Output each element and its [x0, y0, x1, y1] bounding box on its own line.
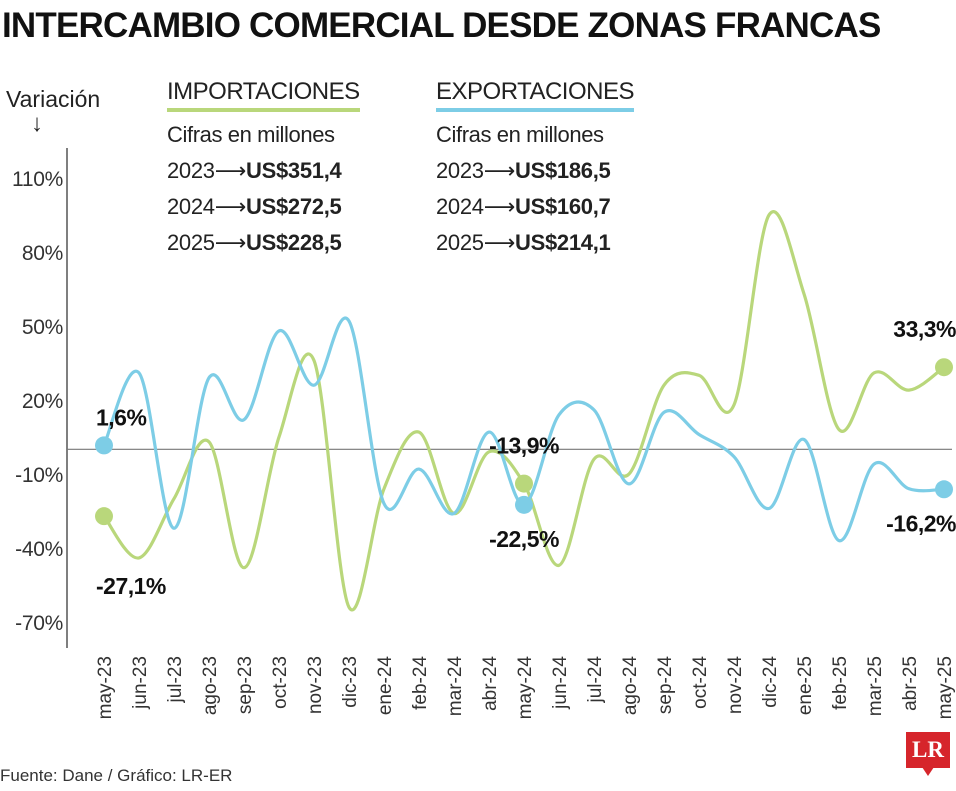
x-tick-label: nov-24 [725, 656, 746, 715]
y-tick-label: 110% [12, 168, 63, 191]
data-point-importaciones [935, 358, 953, 377]
data-point-importaciones [515, 474, 533, 493]
x-tick-label: oct-24 [690, 656, 711, 709]
y-tick-label: -40% [15, 538, 63, 561]
legend-value: US$228,5 [246, 230, 342, 255]
legend-year: 2024 [436, 194, 484, 219]
legend-year: 2023 [436, 158, 484, 183]
x-tick-label: dic-24 [760, 656, 781, 708]
legend-year: 2024 [167, 194, 215, 219]
chart-title: INTERCAMBIO COMERCIAL DESDE ZONAS FRANCA… [2, 6, 881, 45]
legend-exports-row: 2023⟶US$186,5 [436, 158, 634, 184]
data-label: 33,3% [893, 316, 956, 342]
legend-year: 2023 [167, 158, 215, 183]
arrow-right-icon: ⟶ [483, 158, 516, 183]
data-point-exportaciones [95, 436, 113, 455]
x-tick-label: feb-24 [410, 656, 431, 710]
y-tick-label: 80% [22, 242, 63, 265]
x-tick-label: ene-24 [375, 656, 396, 716]
x-tick-label: mar-25 [865, 656, 886, 716]
y-tick-label: -70% [15, 612, 63, 635]
legend-value: US$186,5 [515, 158, 611, 183]
series-line-importaciones [102, 210, 946, 612]
x-tick-label: jun-23 [130, 656, 151, 710]
x-tick-label: sep-23 [235, 656, 256, 714]
data-point-exportaciones [515, 495, 533, 514]
x-tick-label: jul-23 [165, 656, 186, 703]
x-tick-label: oct-23 [270, 656, 291, 709]
x-tick-label: ene-25 [795, 656, 816, 715]
legend-value: US$351,4 [246, 158, 342, 183]
x-tick-label: abr-24 [480, 656, 501, 711]
brand-logo: LR [906, 732, 950, 768]
legend-value: US$214,1 [515, 230, 611, 255]
y-axis-arrow-icon: ↓ [31, 110, 43, 137]
legend-exports-heading: EXPORTACIONES [436, 78, 635, 112]
legend-exports-row: 2025⟶US$214,1 [436, 230, 634, 256]
legend-year: 2025 [436, 230, 484, 255]
data-point-exportaciones [935, 480, 953, 499]
y-tick-label: 50% [22, 316, 63, 339]
x-tick-label: sep-24 [655, 656, 676, 715]
arrow-right-icon: ⟶ [214, 230, 247, 255]
x-tick-label: may-23 [95, 656, 116, 719]
x-tick-label: ago-23 [200, 656, 221, 715]
data-label: -22,5% [489, 526, 559, 552]
legend-exports-row: 2024⟶US$160,7 [436, 194, 634, 220]
x-tick-label: mar-24 [445, 656, 466, 717]
brand-logo-tail [922, 767, 934, 776]
arrow-right-icon: ⟶ [214, 194, 247, 219]
arrow-right-icon: ⟶ [214, 158, 247, 183]
x-tick-label: jun-24 [550, 656, 571, 710]
x-tick-label: may-24 [515, 656, 536, 720]
legend-value: US$160,7 [515, 194, 611, 219]
y-tick-label: -10% [15, 464, 63, 487]
arrow-right-icon: ⟶ [483, 230, 516, 255]
x-tick-label: dic-23 [340, 656, 361, 708]
x-tick-label: nov-23 [305, 656, 326, 714]
legend-imports-heading: IMPORTACIONES [167, 78, 360, 112]
source-note: Fuente: Dane / Gráfico: LR-ER [0, 766, 233, 785]
legend-imports-row: 2023⟶US$351,4 [167, 158, 360, 184]
x-tick-label: feb-25 [830, 656, 851, 710]
legend-imports-row: 2024⟶US$272,5 [167, 194, 360, 220]
data-label: -27,1% [96, 573, 166, 599]
legend-exports-subtitle: Cifras en millones [436, 122, 604, 147]
legend-imports: IMPORTACIONES Cifras en millones 2023⟶US… [167, 78, 360, 256]
legend-year: 2025 [167, 230, 215, 255]
x-tick-label: abr-25 [900, 656, 921, 711]
y-axis-label: Variación [6, 86, 101, 112]
legend-imports-subtitle: Cifras en millones [167, 122, 335, 147]
series-line-exportaciones [102, 316, 946, 543]
arrow-right-icon: ⟶ [483, 194, 516, 219]
x-tick-label: ago-24 [620, 656, 641, 716]
legend-exports: EXPORTACIONES Cifras en millones 2023⟶US… [436, 78, 635, 256]
x-tick-label: may-25 [935, 656, 956, 719]
data-label: 1,6% [96, 404, 146, 430]
legend-imports-row: 2025⟶US$228,5 [167, 230, 360, 256]
data-label: -13,9% [489, 433, 559, 459]
data-label: -16,2% [886, 510, 956, 536]
legend-value: US$272,5 [246, 194, 342, 219]
x-tick-label: jul-24 [585, 656, 606, 704]
y-tick-label: 20% [22, 390, 63, 413]
data-point-importaciones [95, 507, 113, 526]
